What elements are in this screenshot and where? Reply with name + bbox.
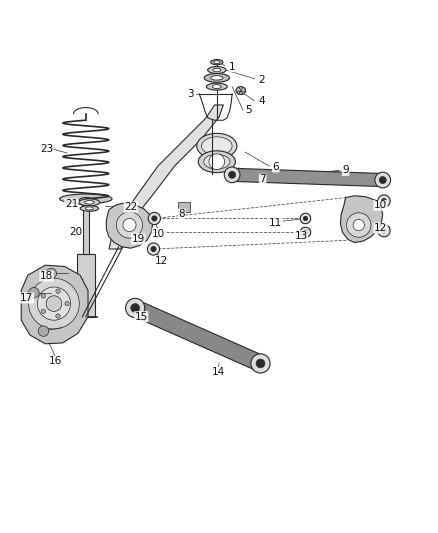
Circle shape	[378, 224, 390, 237]
Text: 22: 22	[124, 202, 138, 212]
Ellipse shape	[213, 68, 221, 72]
Polygon shape	[340, 196, 383, 243]
Ellipse shape	[204, 154, 230, 169]
Circle shape	[300, 213, 311, 224]
Text: 12: 12	[155, 256, 168, 266]
Text: 17: 17	[20, 293, 34, 303]
Text: 20: 20	[69, 228, 82, 237]
Ellipse shape	[211, 76, 223, 80]
Circle shape	[56, 314, 60, 318]
Circle shape	[41, 294, 46, 298]
Polygon shape	[232, 168, 383, 187]
Text: 19: 19	[131, 234, 145, 244]
Circle shape	[251, 354, 270, 373]
Ellipse shape	[236, 87, 246, 94]
Text: 15: 15	[134, 312, 148, 322]
Circle shape	[46, 296, 62, 311]
Circle shape	[303, 230, 307, 235]
Bar	[135, 234, 144, 240]
Bar	[83, 203, 89, 254]
Circle shape	[381, 198, 387, 204]
Bar	[177, 203, 190, 212]
Circle shape	[152, 216, 157, 221]
Text: 2: 2	[258, 75, 265, 85]
Circle shape	[303, 216, 307, 221]
Ellipse shape	[85, 207, 93, 210]
Bar	[77, 254, 95, 317]
Text: 16: 16	[49, 356, 62, 366]
Circle shape	[381, 228, 387, 233]
Polygon shape	[132, 301, 264, 371]
Circle shape	[28, 287, 39, 298]
Polygon shape	[21, 265, 88, 344]
Circle shape	[123, 219, 136, 231]
Circle shape	[252, 355, 269, 372]
Circle shape	[65, 302, 69, 306]
Ellipse shape	[80, 206, 99, 211]
Circle shape	[41, 309, 46, 313]
Polygon shape	[106, 203, 152, 248]
Ellipse shape	[198, 151, 235, 173]
Circle shape	[379, 176, 386, 183]
Circle shape	[353, 220, 364, 231]
Ellipse shape	[79, 198, 92, 203]
Text: 4: 4	[258, 96, 265, 107]
Circle shape	[131, 304, 140, 312]
Circle shape	[117, 212, 143, 238]
Ellipse shape	[211, 60, 223, 65]
Ellipse shape	[201, 137, 232, 155]
Text: 13: 13	[294, 231, 308, 241]
Circle shape	[56, 289, 60, 293]
Ellipse shape	[212, 85, 221, 88]
Circle shape	[38, 326, 49, 336]
Polygon shape	[109, 105, 223, 249]
Circle shape	[300, 227, 311, 238]
Circle shape	[226, 168, 239, 181]
Circle shape	[148, 212, 160, 224]
Circle shape	[126, 298, 145, 318]
Circle shape	[256, 359, 265, 368]
Text: 10: 10	[374, 200, 387, 211]
Circle shape	[376, 174, 389, 187]
Text: 5: 5	[245, 105, 252, 115]
Circle shape	[37, 287, 71, 320]
Ellipse shape	[214, 61, 220, 64]
Ellipse shape	[204, 74, 230, 82]
Text: 3: 3	[187, 89, 194, 99]
Circle shape	[375, 172, 391, 188]
Ellipse shape	[197, 133, 237, 159]
Text: 7: 7	[259, 174, 266, 184]
Ellipse shape	[79, 199, 100, 206]
Text: 6: 6	[272, 162, 279, 172]
Circle shape	[151, 246, 156, 252]
Ellipse shape	[206, 83, 227, 90]
Text: 18: 18	[40, 271, 53, 281]
Ellipse shape	[85, 200, 94, 204]
Circle shape	[346, 213, 371, 237]
Text: 8: 8	[179, 209, 185, 219]
Circle shape	[28, 278, 79, 329]
Text: 21: 21	[65, 199, 78, 209]
Text: 10: 10	[152, 229, 165, 239]
Circle shape	[224, 167, 240, 183]
Ellipse shape	[208, 67, 226, 74]
Text: 11: 11	[269, 218, 283, 228]
Text: 12: 12	[374, 223, 387, 233]
Text: 1: 1	[229, 61, 235, 71]
Circle shape	[127, 300, 144, 316]
Circle shape	[378, 195, 390, 207]
Text: 23: 23	[40, 144, 53, 155]
Circle shape	[148, 243, 159, 255]
Circle shape	[46, 268, 57, 279]
Circle shape	[229, 171, 236, 179]
Ellipse shape	[60, 194, 112, 204]
Text: 14: 14	[212, 367, 225, 377]
Circle shape	[209, 154, 225, 169]
Text: 9: 9	[343, 165, 349, 175]
